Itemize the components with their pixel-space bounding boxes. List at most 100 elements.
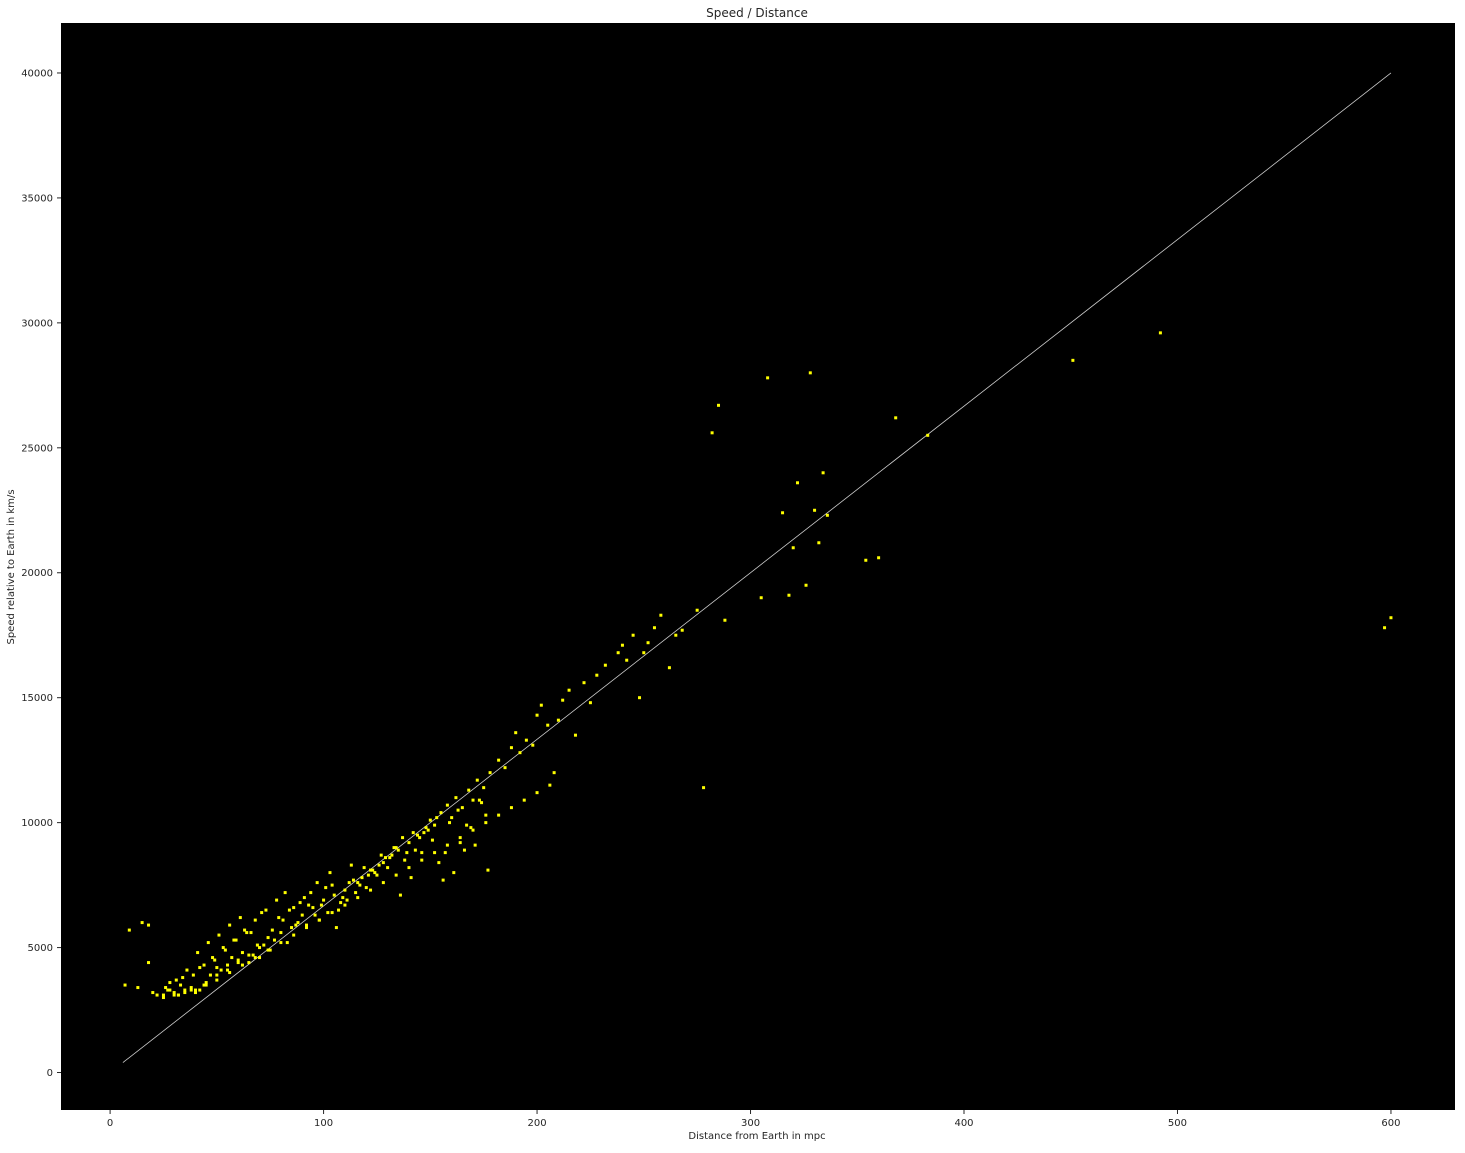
data-point — [1383, 626, 1387, 630]
x-tick-label: 400 — [954, 1118, 973, 1129]
data-point — [582, 681, 586, 685]
y-tick-label: 35000 — [21, 193, 53, 204]
data-point — [230, 956, 234, 960]
data-point — [155, 993, 159, 997]
data-point — [189, 988, 193, 992]
data-point — [535, 713, 539, 717]
data-point — [433, 823, 437, 827]
data-point — [369, 868, 373, 872]
data-point — [127, 928, 131, 932]
data-point — [462, 848, 466, 852]
data-point — [341, 896, 345, 900]
data-point — [717, 403, 721, 407]
data-point — [196, 951, 200, 955]
data-point — [226, 963, 230, 967]
data-point — [319, 903, 323, 907]
data-point — [469, 826, 473, 830]
data-point — [347, 881, 351, 885]
data-point — [405, 851, 409, 855]
data-point — [680, 628, 684, 632]
data-point — [759, 596, 763, 600]
data-point — [202, 983, 206, 987]
data-point — [268, 948, 272, 952]
data-point — [179, 983, 183, 987]
data-point — [168, 988, 172, 992]
data-point — [181, 976, 185, 980]
data-point — [808, 371, 812, 375]
data-point — [166, 988, 170, 992]
data-point — [452, 871, 456, 875]
data-point — [294, 923, 298, 927]
data-point — [356, 881, 360, 885]
data-point — [795, 481, 799, 485]
data-point — [161, 993, 165, 997]
data-point — [435, 816, 439, 820]
data-point — [428, 818, 432, 822]
data-point — [695, 608, 699, 612]
data-point — [272, 938, 276, 942]
data-point — [247, 961, 251, 965]
data-point — [458, 836, 462, 840]
data-point — [290, 926, 294, 930]
data-point — [351, 878, 355, 882]
data-point — [567, 688, 571, 692]
data-point — [471, 828, 475, 832]
data-point — [535, 791, 539, 795]
data-point — [509, 746, 513, 750]
data-point — [450, 816, 454, 820]
x-tick-label: 200 — [528, 1118, 547, 1129]
data-point — [176, 993, 180, 997]
data-point — [234, 938, 238, 942]
data-point — [458, 841, 462, 845]
data-point — [168, 981, 172, 985]
data-point — [240, 951, 244, 955]
data-point — [356, 896, 360, 900]
data-point — [232, 938, 236, 942]
data-point — [401, 836, 405, 840]
data-point — [791, 546, 795, 550]
data-point — [328, 871, 332, 875]
y-tick-label: 40000 — [21, 68, 53, 79]
data-point — [659, 613, 663, 617]
data-point — [343, 888, 347, 892]
data-point — [324, 886, 328, 890]
data-point — [813, 508, 817, 512]
data-point — [236, 961, 240, 965]
data-point — [183, 988, 187, 992]
x-axis-label: Distance from Earth in mpc — [688, 1131, 825, 1142]
data-point — [561, 698, 565, 702]
data-point — [260, 911, 264, 915]
data-point — [172, 991, 176, 995]
data-point — [388, 856, 392, 860]
data-point — [208, 973, 212, 977]
data-point — [264, 908, 268, 912]
data-point — [238, 916, 242, 920]
data-point — [509, 806, 513, 810]
data-point — [302, 896, 306, 900]
data-point — [864, 558, 868, 562]
data-point — [448, 821, 452, 825]
data-point — [445, 843, 449, 847]
data-point — [381, 881, 385, 885]
data-point — [253, 918, 257, 922]
x-tick-label: 600 — [1381, 1118, 1400, 1129]
data-point — [360, 876, 364, 880]
x-axis: 0 100 200 300 400 500 600 — [107, 1110, 1401, 1129]
data-point — [228, 923, 232, 927]
x-tick-label: 300 — [741, 1118, 760, 1129]
data-point — [371, 868, 375, 872]
data-point — [377, 863, 381, 867]
y-tick-label: 15000 — [21, 693, 53, 704]
data-point — [620, 643, 624, 647]
data-point — [484, 821, 488, 825]
data-point — [266, 936, 270, 940]
data-point — [275, 898, 279, 902]
data-point — [454, 796, 458, 800]
data-point — [821, 471, 825, 475]
data-point — [392, 846, 396, 850]
data-point — [413, 848, 417, 852]
data-point — [140, 921, 144, 925]
data-point — [403, 858, 407, 862]
data-point — [424, 826, 428, 830]
